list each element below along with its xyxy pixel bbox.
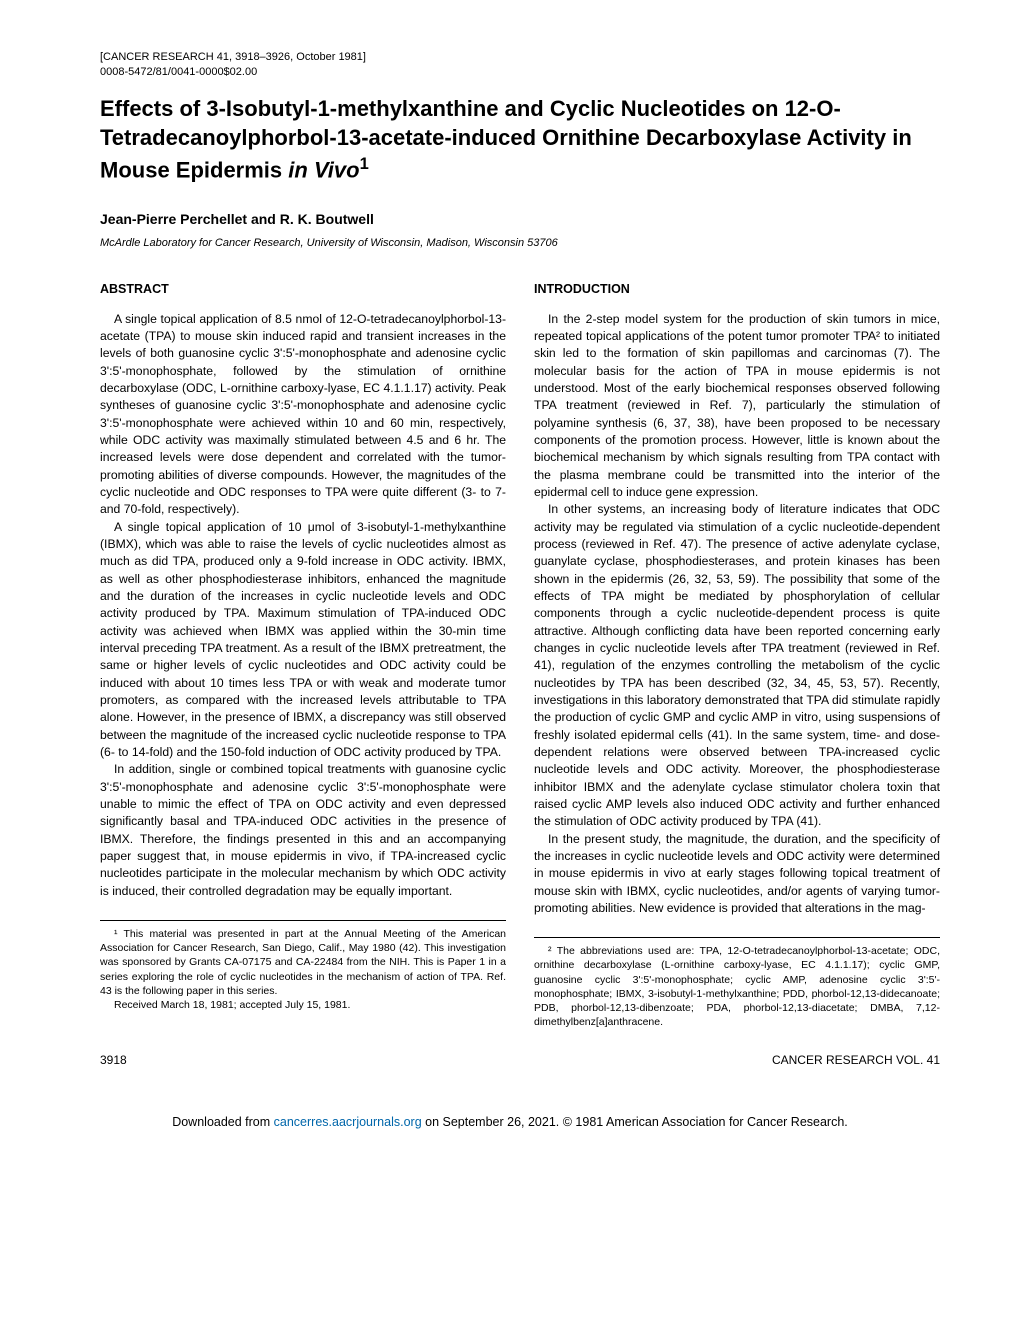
download-prefix: Downloaded from xyxy=(172,1115,273,1129)
introduction-heading: INTRODUCTION xyxy=(534,281,940,299)
journal-ref-line1: [CANCER RESEARCH 41, 3918–3926, October … xyxy=(100,50,940,65)
right-footnotes: ² The abbreviations used are: TPA, 12-O-… xyxy=(534,937,940,1029)
left-footnotes: ¹ This material was presented in part at… xyxy=(100,920,506,1012)
paper-title: Effects of 3-Isobutyl-1-methylxanthine a… xyxy=(100,94,940,185)
intro-para-3: In the present study, the magnitude, the… xyxy=(534,831,940,918)
journal-volume: CANCER RESEARCH VOL. 41 xyxy=(772,1053,940,1067)
paper-page: [CANCER RESEARCH 41, 3918–3926, October … xyxy=(0,0,1020,1097)
page-number: 3918 xyxy=(100,1053,127,1067)
abstract-para-1: A single topical application of 8.5 nmol… xyxy=(100,311,506,519)
page-footer: 3918 CANCER RESEARCH VOL. 41 xyxy=(100,1053,940,1067)
footnote-2: ² The abbreviations used are: TPA, 12-O-… xyxy=(534,944,940,1029)
journal-ref-line2: 0008-5472/81/0041-0000$02.00 xyxy=(100,65,940,80)
title-italic: in Vivo xyxy=(288,157,359,182)
download-suffix: on September 26, 2021. © 1981 American A… xyxy=(422,1115,848,1129)
two-column-body: ABSTRACT A single topical application of… xyxy=(100,281,940,1029)
download-link[interactable]: cancerres.aacrjournals.org xyxy=(274,1115,422,1129)
abstract-para-2: A single topical application of 10 μmol … xyxy=(100,519,506,762)
intro-para-1: In the 2-step model system for the produ… xyxy=(534,311,940,502)
abstract-para-3: In addition, single or combined topical … xyxy=(100,761,506,900)
received-line: Received March 18, 1981; accepted July 1… xyxy=(100,998,506,1012)
right-column: INTRODUCTION In the 2-step model system … xyxy=(534,281,940,1029)
left-column: ABSTRACT A single topical application of… xyxy=(100,281,506,1029)
abstract-heading: ABSTRACT xyxy=(100,281,506,299)
journal-header: [CANCER RESEARCH 41, 3918–3926, October … xyxy=(100,50,940,80)
download-bar: Downloaded from cancerres.aacrjournals.o… xyxy=(0,1097,1020,1139)
footnote-1: ¹ This material was presented in part at… xyxy=(100,927,506,998)
title-text: Effects of 3-Isobutyl-1-methylxanthine a… xyxy=(100,96,912,183)
authors: Jean-Pierre Perchellet and R. K. Boutwel… xyxy=(100,211,940,227)
title-footnote-marker: 1 xyxy=(360,155,369,173)
affiliation: McArdle Laboratory for Cancer Research, … xyxy=(100,237,940,249)
intro-para-2: In other systems, an increasing body of … xyxy=(534,501,940,830)
